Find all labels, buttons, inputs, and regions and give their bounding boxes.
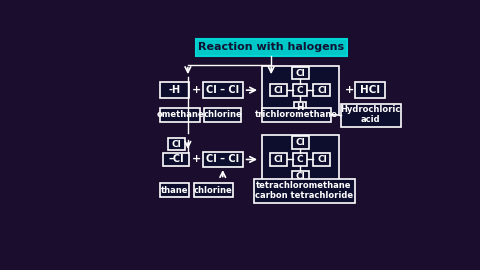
Text: Cl – Cl: Cl – Cl bbox=[206, 85, 240, 95]
Text: +: + bbox=[192, 154, 201, 164]
Text: Cl: Cl bbox=[317, 86, 327, 95]
Text: Cl: Cl bbox=[295, 138, 305, 147]
Bar bbox=[270, 153, 287, 166]
Text: H: H bbox=[297, 103, 304, 112]
Bar bbox=[196, 39, 347, 56]
Bar bbox=[262, 135, 339, 184]
Bar bbox=[160, 82, 190, 98]
Text: Cl: Cl bbox=[317, 155, 327, 164]
Text: -H: -H bbox=[168, 85, 181, 95]
Bar bbox=[292, 67, 309, 79]
Bar bbox=[340, 104, 401, 127]
Text: thane: thane bbox=[161, 186, 189, 195]
Bar bbox=[194, 183, 233, 197]
Bar bbox=[160, 108, 200, 122]
Bar bbox=[293, 153, 307, 166]
Text: chlorine: chlorine bbox=[204, 110, 242, 119]
Bar bbox=[203, 152, 243, 167]
Text: trichloromethane: trichloromethane bbox=[255, 110, 338, 119]
Text: HCl: HCl bbox=[360, 85, 380, 95]
Text: chlorine: chlorine bbox=[194, 186, 233, 195]
Text: Cl: Cl bbox=[274, 155, 283, 164]
Text: Cl: Cl bbox=[171, 140, 181, 148]
Text: +: + bbox=[192, 85, 201, 95]
Bar bbox=[355, 82, 385, 98]
Text: –Cl: –Cl bbox=[168, 154, 184, 164]
Text: Cl: Cl bbox=[295, 172, 305, 181]
Text: Hydrochloric
acid: Hydrochloric acid bbox=[340, 105, 400, 124]
Bar bbox=[293, 84, 307, 96]
Text: C: C bbox=[297, 86, 303, 95]
Bar bbox=[292, 136, 309, 149]
Text: omethane: omethane bbox=[156, 110, 204, 119]
Text: +: + bbox=[345, 85, 354, 95]
Bar bbox=[262, 108, 331, 122]
Bar bbox=[203, 82, 243, 98]
Bar bbox=[270, 84, 287, 96]
Bar bbox=[313, 153, 330, 166]
Bar bbox=[313, 84, 330, 96]
Bar bbox=[160, 183, 190, 197]
Bar bbox=[254, 180, 355, 202]
Bar bbox=[294, 102, 306, 113]
Text: tetrachloromethane
carbon tetrachloride: tetrachloromethane carbon tetrachloride bbox=[255, 181, 353, 200]
Bar bbox=[168, 138, 185, 150]
Bar bbox=[262, 66, 339, 115]
Text: Cl: Cl bbox=[274, 86, 283, 95]
Bar bbox=[163, 153, 190, 166]
Text: Cl: Cl bbox=[295, 69, 305, 78]
Text: C: C bbox=[297, 155, 303, 164]
Text: Cl – Cl: Cl – Cl bbox=[206, 154, 240, 164]
Bar bbox=[204, 108, 241, 122]
Bar bbox=[292, 171, 309, 182]
Text: Reaction with halogens: Reaction with halogens bbox=[198, 42, 344, 52]
